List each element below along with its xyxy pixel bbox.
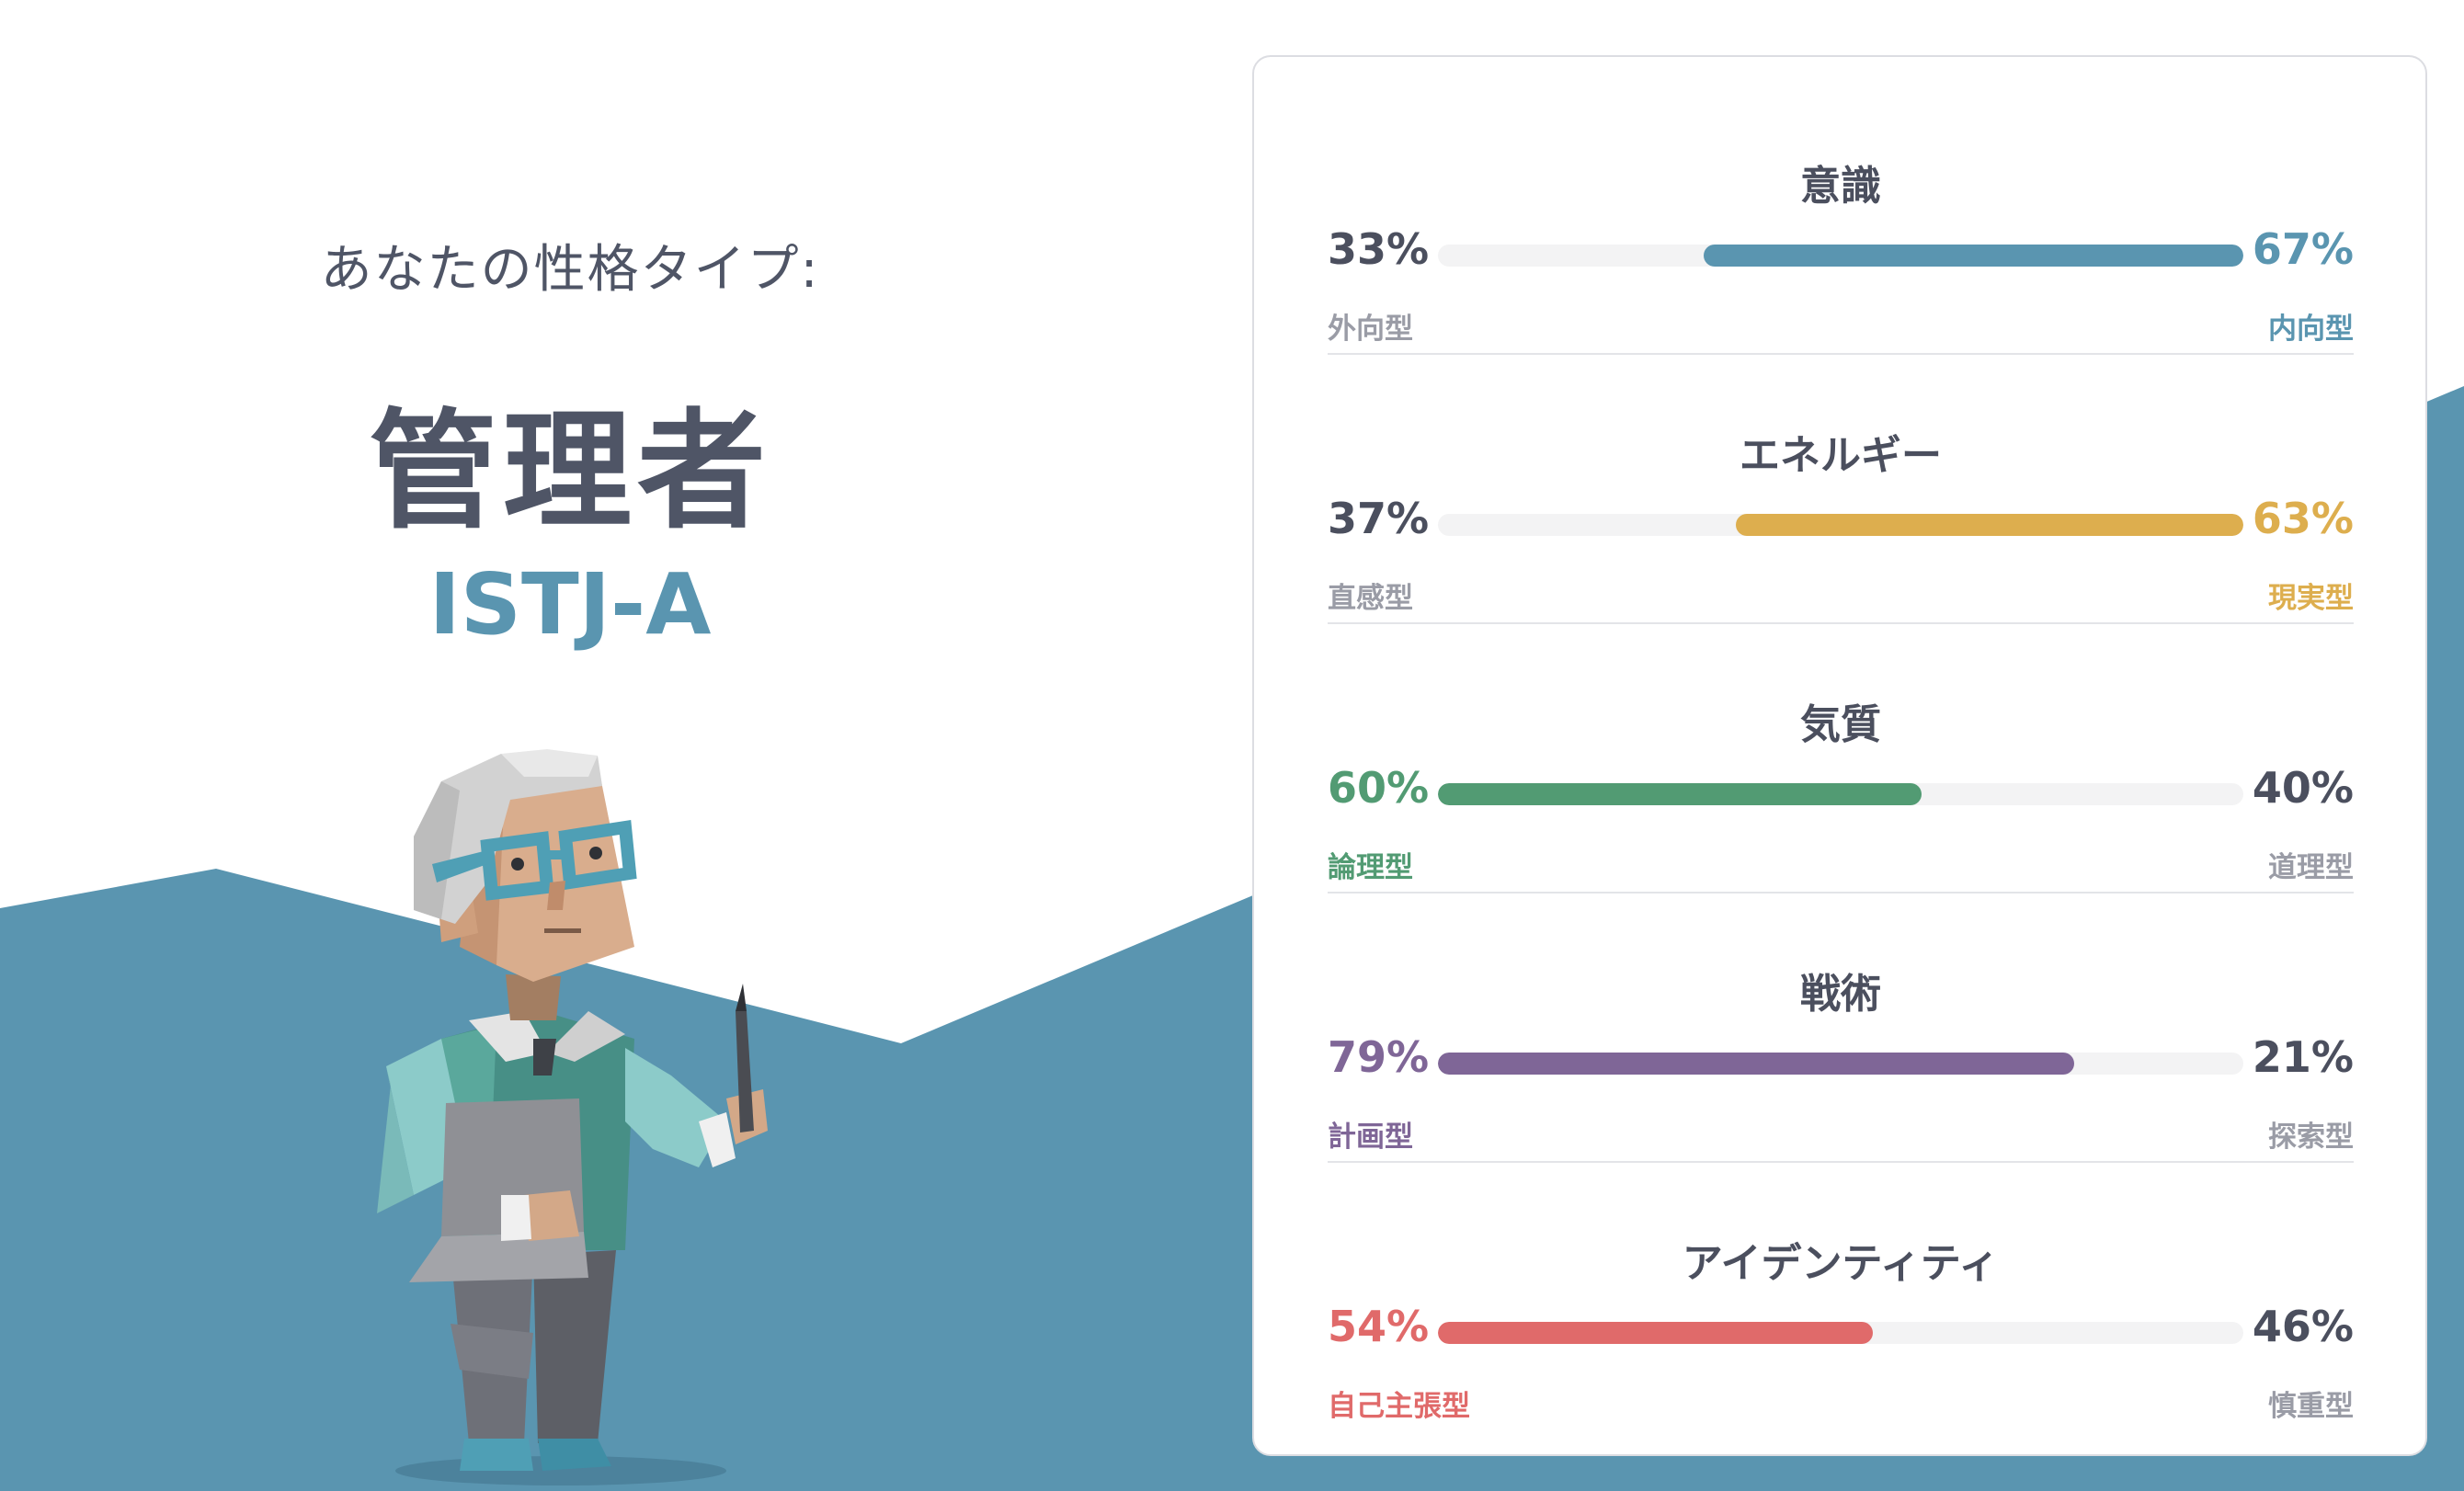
trait-left-percentage: 60% — [1328, 763, 1430, 813]
trait-right-label: 探索型 — [2268, 1121, 2354, 1154]
trait-left-label: 外向型 — [1328, 313, 1413, 346]
trait-title: 戦術 — [1800, 971, 1881, 1018]
personality-type-subtitle: あなたの性格タイプ: — [320, 240, 820, 300]
trait-divider — [1328, 622, 2354, 624]
trait-tactics: 戦術 79% 21% 計画型 探索型 — [1328, 893, 2354, 1161]
personality-type-name: 管理者 — [368, 397, 771, 547]
trait-left-label: 計画型 — [1328, 1121, 1413, 1154]
trait-title: エネルギー — [1740, 432, 1942, 479]
trait-left-percentage: 54% — [1328, 1302, 1430, 1351]
trait-progress-bar — [1438, 514, 2243, 536]
trait-progress-bar — [1438, 783, 2243, 805]
trait-left-label: 論理型 — [1328, 851, 1413, 884]
trait-title: 気質 — [1800, 701, 1881, 748]
trait-left-label: 直感型 — [1328, 582, 1413, 615]
trait-identity: アイデンティティ 54% 46% 自己主張型 慎重型 — [1328, 1162, 2354, 1430]
trait-mind: 意識 33% 67% 外向型 内向型 — [1328, 85, 2354, 353]
trait-title: アイデンティティ — [1682, 1240, 2000, 1287]
trait-divider — [1328, 1161, 2354, 1163]
trait-right-label: 慎重型 — [2268, 1390, 2354, 1423]
trait-right-percentage: 21% — [2252, 1032, 2354, 1082]
trait-right-percentage: 46% — [2252, 1302, 2354, 1351]
trait-right-label: 内向型 — [2268, 313, 2354, 346]
trait-divider — [1328, 892, 2354, 893]
trait-energy: エネルギー 37% 63% 直感型 現実型 — [1328, 354, 2354, 622]
trait-progress-bar — [1438, 245, 2243, 267]
trait-nature: 気質 60% 40% 論理型 道理型 — [1328, 623, 2354, 892]
trait-left-percentage: 37% — [1328, 494, 1430, 543]
administrator-character-icon — [377, 749, 768, 1485]
trait-progress-fill — [1438, 1053, 2075, 1075]
trait-progress-bar — [1438, 1053, 2243, 1075]
trait-card: 意識 33% 67% 外向型 内向型 エネルギー 37% 63% 直感型 現実型… — [1252, 55, 2427, 1456]
trait-right-percentage: 40% — [2252, 763, 2354, 813]
trait-progress-fill — [1438, 1322, 1874, 1344]
trait-progress-bar — [1438, 1322, 2243, 1344]
trait-divider — [1328, 353, 2354, 355]
trait-progress-fill — [1736, 514, 2243, 536]
trait-right-label: 道理型 — [2268, 851, 2354, 884]
trait-right-label: 現実型 — [2268, 582, 2354, 615]
trait-progress-fill — [1438, 783, 1922, 805]
trait-progress-fill — [1704, 245, 2243, 267]
trait-right-percentage: 67% — [2252, 224, 2354, 274]
trait-left-label: 自己主張型 — [1328, 1390, 1470, 1423]
personality-type-code: ISTJ-A — [428, 555, 712, 654]
trait-right-percentage: 63% — [2252, 494, 2354, 543]
trait-left-percentage: 33% — [1328, 224, 1430, 274]
trait-left-percentage: 79% — [1328, 1032, 1430, 1082]
trait-title: 意識 — [1800, 163, 1881, 210]
